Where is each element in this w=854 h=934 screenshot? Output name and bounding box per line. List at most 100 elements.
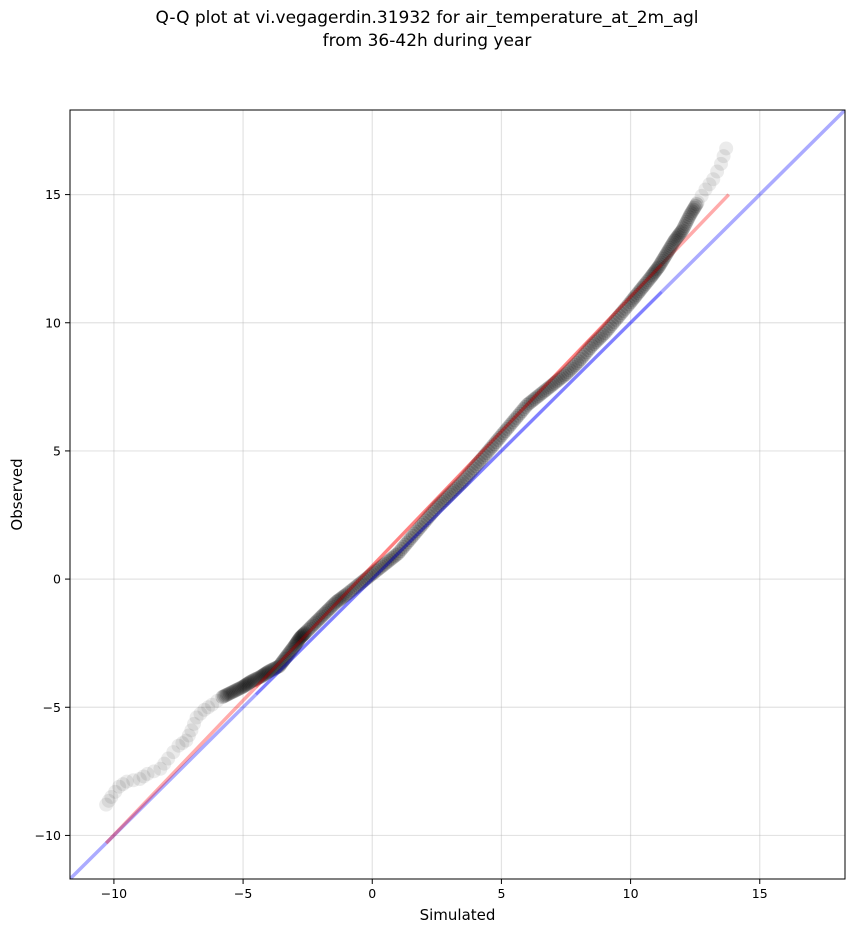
scatter-point (318, 605, 333, 620)
scatter-point (383, 552, 398, 567)
scatter-point (184, 723, 199, 738)
scatter-point (706, 172, 721, 187)
scatter-point (370, 562, 385, 577)
scatter-point (542, 380, 557, 395)
scatter-point (470, 457, 485, 472)
scatter-point (361, 569, 376, 584)
scatter-point (439, 491, 454, 506)
scatter-point (385, 550, 400, 565)
chart-title: Q-Q plot at vi.vegagerdin.31932 for air_… (155, 8, 699, 28)
scatter-point (499, 421, 514, 436)
scatter-point (516, 402, 531, 417)
scatter-point (368, 564, 383, 579)
scatter-point (295, 628, 310, 643)
scatter-point (475, 450, 490, 465)
scatter-point (415, 517, 430, 532)
scatter-point (237, 679, 252, 694)
scatter-point (435, 494, 450, 509)
scatter-point (481, 443, 496, 458)
scatter-point (309, 614, 324, 629)
y-tick-label: 10 (45, 315, 61, 330)
scatter-point (346, 581, 361, 596)
scatter-point (153, 761, 168, 776)
y-tick-label: −5 (43, 700, 61, 715)
scatter-point (547, 375, 562, 390)
scatter-point (215, 690, 230, 705)
scatter-point (694, 188, 709, 203)
scatter-point (654, 255, 669, 270)
scatter-point (608, 312, 623, 327)
scatter-point (459, 470, 474, 485)
scatter-point (389, 547, 404, 562)
scatter-point (522, 396, 537, 411)
scatter-point (488, 435, 503, 450)
scatter-point (330, 594, 345, 609)
scatter-point (312, 611, 327, 626)
scatter-point (314, 609, 329, 624)
scatter-point (277, 651, 292, 666)
scatter-point (356, 574, 371, 589)
scatter-point (667, 233, 682, 248)
scatter-point (648, 263, 663, 278)
scatter-point (642, 271, 657, 286)
scatter-point (577, 347, 592, 362)
scatter-point (407, 526, 422, 541)
scatter-point (193, 706, 208, 721)
scatter-point (668, 232, 683, 247)
scatter-point (99, 797, 114, 812)
scatter-point (333, 591, 348, 606)
x-tick-label: 5 (497, 886, 505, 901)
scatter-point (269, 660, 284, 675)
scatter-point (582, 341, 597, 356)
scatter-point (140, 766, 155, 781)
scatter-point (618, 301, 633, 316)
scatter-point (503, 417, 518, 432)
scatter-point (644, 269, 659, 284)
scatter-point (108, 784, 123, 799)
scatter-point (652, 259, 666, 274)
scatter-point (464, 463, 479, 478)
x-tick-label: 10 (623, 886, 639, 901)
scatter-point (392, 544, 407, 559)
scatter-point (230, 682, 245, 697)
scatter-point (557, 368, 572, 383)
scatter-point (359, 571, 374, 586)
scatter-point (674, 224, 689, 239)
scatter-point (157, 756, 172, 771)
scatter-point (671, 227, 686, 242)
scatter-point (252, 670, 267, 685)
scatter-point (626, 291, 641, 306)
scatter-point (219, 687, 234, 702)
scatter-point (689, 197, 704, 212)
scatter-point (326, 598, 341, 613)
scatter-point (400, 535, 415, 550)
scatter-point (255, 668, 270, 683)
scatter-point (391, 546, 406, 561)
scatter-point (688, 198, 703, 213)
scatter-point (372, 561, 387, 576)
scatter-point (540, 381, 555, 396)
scatter-point (686, 202, 701, 217)
scatter-point (305, 618, 320, 633)
scatter-point (306, 617, 321, 632)
scatter-point (350, 578, 365, 593)
scatter-point (336, 589, 351, 604)
scatter-point (234, 680, 249, 695)
scatter-point (256, 668, 271, 683)
scatter-point (402, 533, 417, 548)
scatter-point (411, 522, 426, 537)
scatter-point (381, 553, 396, 568)
scatter-point (690, 195, 705, 210)
scatter-point (251, 670, 266, 685)
scatter-point (261, 664, 276, 679)
scatter-point (461, 468, 476, 483)
scatter-point (670, 229, 685, 244)
scatter-point (603, 319, 618, 334)
scatter-point (291, 633, 306, 648)
scatter-point (665, 237, 680, 252)
scatter-point (457, 472, 472, 487)
scatter-point (201, 700, 216, 715)
scatter-point (594, 329, 609, 344)
scatter-point (568, 357, 583, 372)
